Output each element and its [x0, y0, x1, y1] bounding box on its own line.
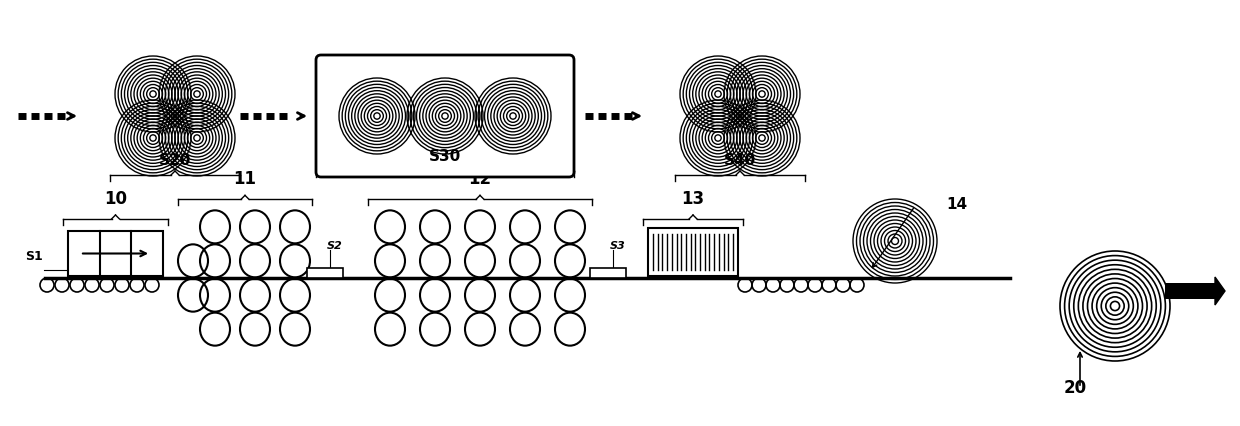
Text: 14: 14 — [946, 196, 967, 211]
FancyBboxPatch shape — [1166, 283, 1215, 299]
FancyBboxPatch shape — [590, 268, 626, 278]
FancyBboxPatch shape — [68, 231, 162, 276]
Text: S20: S20 — [159, 153, 191, 167]
FancyBboxPatch shape — [308, 268, 343, 278]
Text: 11: 11 — [233, 170, 257, 188]
FancyBboxPatch shape — [316, 56, 574, 178]
Text: 20: 20 — [1064, 378, 1086, 396]
Text: 12: 12 — [469, 170, 491, 188]
Text: 13: 13 — [682, 190, 704, 207]
Polygon shape — [1215, 277, 1225, 305]
Text: 10: 10 — [104, 190, 126, 207]
Text: S2: S2 — [327, 240, 343, 250]
Text: S30: S30 — [429, 149, 461, 164]
Text: S40: S40 — [724, 153, 756, 167]
Text: S1: S1 — [25, 250, 43, 263]
FancyBboxPatch shape — [649, 228, 738, 276]
Text: S3: S3 — [610, 240, 626, 250]
